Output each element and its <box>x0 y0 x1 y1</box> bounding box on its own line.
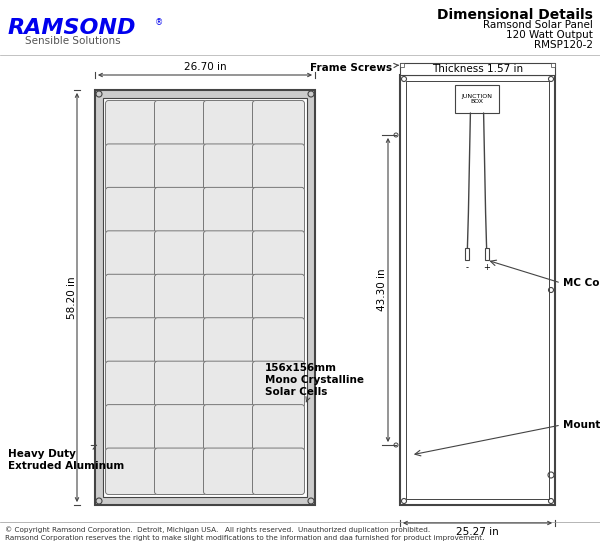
Bar <box>400 63 555 75</box>
Text: 25.27 in: 25.27 in <box>456 527 499 537</box>
FancyBboxPatch shape <box>106 448 157 494</box>
FancyBboxPatch shape <box>155 274 206 321</box>
Bar <box>95 90 315 505</box>
Bar <box>400 75 555 505</box>
Bar <box>551 63 555 67</box>
Bar <box>455 85 499 113</box>
FancyBboxPatch shape <box>253 101 305 147</box>
FancyBboxPatch shape <box>155 448 206 494</box>
FancyBboxPatch shape <box>253 405 305 451</box>
FancyBboxPatch shape <box>203 101 256 147</box>
FancyBboxPatch shape <box>253 448 305 494</box>
Text: Ramsond Corporation reserves the right to make slight modifications to the infor: Ramsond Corporation reserves the right t… <box>5 535 484 541</box>
FancyBboxPatch shape <box>106 318 157 364</box>
Text: -: - <box>466 263 469 272</box>
Bar <box>406 81 549 499</box>
FancyBboxPatch shape <box>155 361 206 408</box>
Text: RMSP120-2: RMSP120-2 <box>534 40 593 50</box>
Text: Ramsond Solar Panel: Ramsond Solar Panel <box>483 20 593 30</box>
FancyBboxPatch shape <box>253 318 305 364</box>
Text: Dimensional Details: Dimensional Details <box>437 8 593 22</box>
FancyBboxPatch shape <box>203 231 256 277</box>
FancyBboxPatch shape <box>155 144 206 190</box>
FancyBboxPatch shape <box>203 361 256 408</box>
FancyBboxPatch shape <box>106 405 157 451</box>
Bar <box>485 248 488 260</box>
FancyBboxPatch shape <box>253 188 305 234</box>
FancyBboxPatch shape <box>106 231 157 277</box>
FancyBboxPatch shape <box>253 274 305 321</box>
FancyBboxPatch shape <box>203 144 256 190</box>
Bar <box>400 63 404 67</box>
Text: Frame Screws: Frame Screws <box>310 63 398 73</box>
FancyBboxPatch shape <box>155 101 206 147</box>
Text: RAMSOND: RAMSOND <box>8 18 137 38</box>
Text: 58.20 in: 58.20 in <box>67 276 77 319</box>
FancyBboxPatch shape <box>203 274 256 321</box>
Text: 120 Watt Output: 120 Watt Output <box>506 30 593 40</box>
FancyBboxPatch shape <box>106 144 157 190</box>
Text: Mounting Holes: Mounting Holes <box>563 420 600 430</box>
Text: 156x156mm
Mono Crystalline
Solar Cells: 156x156mm Mono Crystalline Solar Cells <box>265 363 364 402</box>
Text: 43.30 in: 43.30 in <box>377 269 387 311</box>
FancyBboxPatch shape <box>106 188 157 234</box>
Text: Thickness 1.57 in: Thickness 1.57 in <box>432 64 523 74</box>
FancyBboxPatch shape <box>106 274 157 321</box>
Text: JUNCTION
BOX: JUNCTION BOX <box>461 94 493 104</box>
FancyBboxPatch shape <box>155 318 206 364</box>
Text: 26.70 in: 26.70 in <box>184 62 226 72</box>
FancyBboxPatch shape <box>203 318 256 364</box>
FancyBboxPatch shape <box>253 361 305 408</box>
FancyBboxPatch shape <box>155 188 206 234</box>
Text: MC Connectors: MC Connectors <box>563 278 600 288</box>
Bar <box>466 248 469 260</box>
Text: ®: ® <box>155 18 163 27</box>
FancyBboxPatch shape <box>203 188 256 234</box>
Bar <box>103 98 307 497</box>
FancyBboxPatch shape <box>253 144 305 190</box>
Text: Sensible Solutions: Sensible Solutions <box>25 36 121 46</box>
FancyBboxPatch shape <box>203 448 256 494</box>
Text: Heavy Duty
Extruded Aluminum: Heavy Duty Extruded Aluminum <box>8 445 124 471</box>
FancyBboxPatch shape <box>106 101 157 147</box>
FancyBboxPatch shape <box>203 405 256 451</box>
Text: +: + <box>483 263 490 272</box>
Text: © Copyright Ramsond Corporation.  Detroit, Michigan USA.   All rights reserved. : © Copyright Ramsond Corporation. Detroit… <box>5 526 430 533</box>
FancyBboxPatch shape <box>155 231 206 277</box>
FancyBboxPatch shape <box>253 231 305 277</box>
FancyBboxPatch shape <box>106 361 157 408</box>
FancyBboxPatch shape <box>155 405 206 451</box>
